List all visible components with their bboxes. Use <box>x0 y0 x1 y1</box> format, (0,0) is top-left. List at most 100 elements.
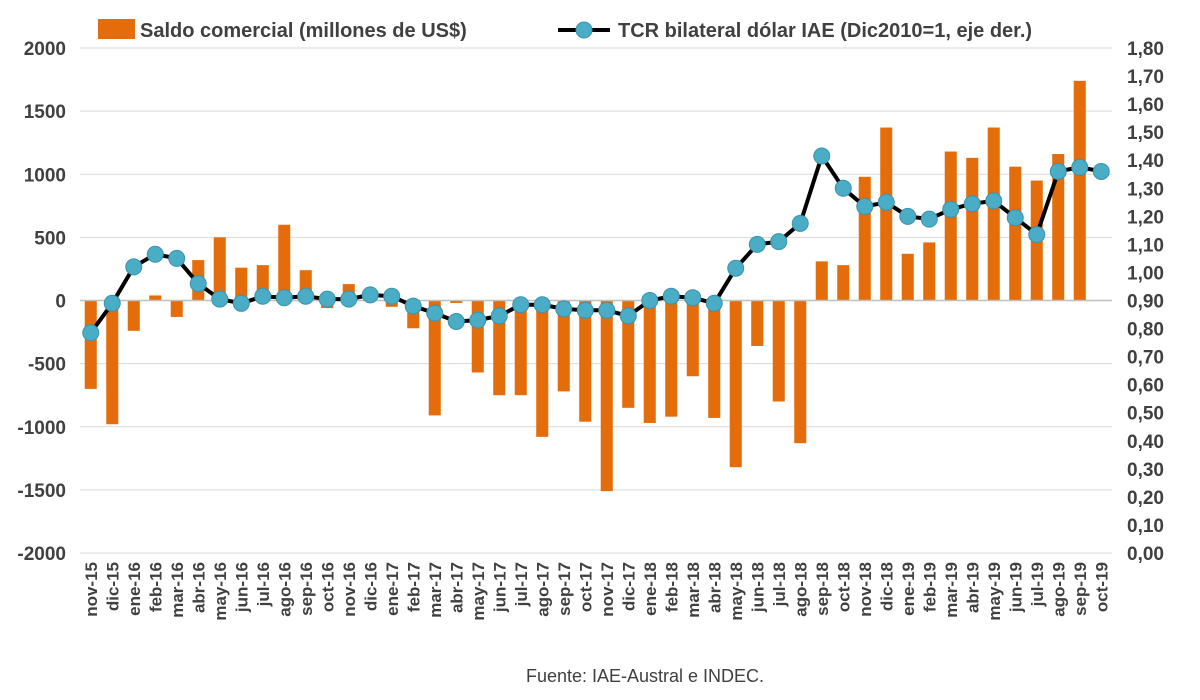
tcr-point-may-18 <box>727 259 745 277</box>
x-tick-ene-17: ene-17 <box>383 562 402 616</box>
tcr-point-nov-18 <box>856 198 874 216</box>
x-tick-nov-15: nov-15 <box>82 562 101 617</box>
tcr-point-nov-15 <box>82 324 100 342</box>
x-tick-may-17: may-17 <box>469 562 488 621</box>
x-tick-dic-16: dic-16 <box>361 562 380 611</box>
tcr-point-jun-18 <box>748 235 766 253</box>
left-tick-label: -1000 <box>17 418 66 439</box>
bar-may-16 <box>213 237 226 301</box>
x-tick-abr-16: abr-16 <box>189 562 208 613</box>
bar-mar-17 <box>428 300 441 416</box>
left-axis-ticks: -2000 -1500 -1000 -500 0 500 1000 1500 2000 <box>17 39 66 565</box>
tcr-point-mar-16 <box>168 249 186 267</box>
x-tick-mar-19: mar-19 <box>942 562 961 618</box>
x-tick-mar-18: mar-18 <box>684 562 703 618</box>
x-tick-dic-15: dic-15 <box>103 562 122 611</box>
right-tick-label: 1,80 <box>1127 39 1164 60</box>
tcr-point-abr-17 <box>447 313 465 331</box>
bar-may-18 <box>729 300 742 468</box>
bar-mar-18 <box>686 300 699 377</box>
x-tick-may-16: may-16 <box>211 562 230 621</box>
x-tick-jun-18: jun-18 <box>748 562 767 613</box>
tcr-point-sep-17 <box>555 300 573 318</box>
right-tick-label: 0,00 <box>1127 544 1164 565</box>
x-tick-sep-17: sep-17 <box>555 562 574 616</box>
tcr-point-jul-17 <box>512 296 530 314</box>
right-tick-label: 0,80 <box>1127 320 1164 341</box>
bar-feb-18 <box>665 300 678 417</box>
right-tick-label: 0,30 <box>1127 460 1164 481</box>
left-tick-label: -1500 <box>17 481 66 502</box>
x-tick-abr-19: abr-19 <box>963 562 982 613</box>
left-tick-label: 0 <box>55 292 66 313</box>
tcr-point-dic-17 <box>619 307 637 325</box>
bar-ene-16 <box>127 300 140 331</box>
x-tick-ago-17: ago-17 <box>533 562 552 617</box>
x-tick-oct-18: oct-18 <box>834 562 853 612</box>
bar-nov-15 <box>84 300 97 389</box>
x-tick-abr-18: abr-18 <box>705 562 724 613</box>
tcr-point-abr-19 <box>963 195 981 213</box>
x-tick-ago-16: ago-16 <box>275 562 294 617</box>
tcr-point-ene-18 <box>641 292 659 309</box>
x-tick-nov-17: nov-17 <box>598 562 617 617</box>
left-tick-label: -2000 <box>17 544 66 565</box>
x-tick-ene-19: ene-19 <box>899 562 918 616</box>
x-tick-feb-19: feb-19 <box>920 562 939 612</box>
bar-abr-19 <box>966 157 979 301</box>
right-tick-label: 1,70 <box>1127 67 1164 88</box>
tcr-point-ago-16 <box>275 289 293 307</box>
tcr-point-jun-17 <box>490 307 508 325</box>
bar-may-17 <box>471 300 484 373</box>
x-tick-mar-16: mar-16 <box>168 562 187 618</box>
tcr-point-nov-16 <box>340 290 358 308</box>
right-tick-label: 1,50 <box>1127 123 1164 144</box>
right-tick-label: 1,20 <box>1127 207 1164 228</box>
right-tick-label: 0,60 <box>1127 376 1164 397</box>
bar-feb-19 <box>923 242 936 301</box>
legend: Saldo comercial (millones de US$) TCR bi… <box>98 19 1032 42</box>
bar-ago-17 <box>536 300 549 437</box>
x-tick-jul-18: jul-18 <box>770 562 789 607</box>
x-tick-jun-17: jun-17 <box>490 562 509 613</box>
bar-dic-17 <box>622 300 635 408</box>
bar-sep-18 <box>815 261 828 301</box>
tcr-point-ene-16 <box>125 258 143 276</box>
bar-jun-19 <box>1009 166 1022 301</box>
bar-ago-16 <box>278 224 291 301</box>
tcr-point-oct-16 <box>318 290 336 308</box>
tcr-point-mar-17 <box>426 304 444 322</box>
right-tick-label: 1,30 <box>1127 179 1164 200</box>
x-tick-sep-19: sep-19 <box>1071 562 1090 616</box>
tcr-point-sep-16 <box>297 287 315 305</box>
right-tick-label: 1,10 <box>1127 235 1164 256</box>
x-tick-may-19: may-19 <box>985 562 1004 621</box>
tcr-point-sep-18 <box>813 147 831 165</box>
x-tick-jul-16: jul-16 <box>254 562 273 607</box>
right-tick-label: 1,60 <box>1127 95 1164 116</box>
x-tick-ago-19: ago-19 <box>1049 562 1068 617</box>
tcr-point-abr-18 <box>705 294 723 312</box>
x-tick-nov-18: nov-18 <box>856 562 875 617</box>
legend-swatch-marker <box>575 21 593 39</box>
x-tick-oct-17: oct-17 <box>576 562 595 612</box>
x-tick-oct-19: oct-19 <box>1092 562 1111 612</box>
bar-mar-19 <box>944 151 957 301</box>
left-tick-label: 500 <box>34 228 66 249</box>
right-tick-label: 0,10 <box>1127 516 1164 537</box>
bar-sep-19 <box>1073 80 1086 301</box>
tcr-point-feb-17 <box>404 297 422 315</box>
x-tick-jul-17: jul-17 <box>512 562 531 607</box>
bars-layer <box>84 80 1086 492</box>
legend-label-bar: Saldo comercial (millones de US$) <box>140 20 467 42</box>
tcr-point-dic-15 <box>103 294 121 312</box>
left-tick-label: 2000 <box>24 39 66 60</box>
x-tick-sep-18: sep-18 <box>813 562 832 616</box>
bar-ago-18 <box>794 300 807 444</box>
tcr-point-mar-18 <box>684 289 702 307</box>
x-tick-dic-17: dic-17 <box>619 562 638 611</box>
tcr-point-feb-19 <box>920 210 938 228</box>
tcr-point-sep-19 <box>1071 158 1089 176</box>
tcr-point-ene-19 <box>899 207 917 225</box>
